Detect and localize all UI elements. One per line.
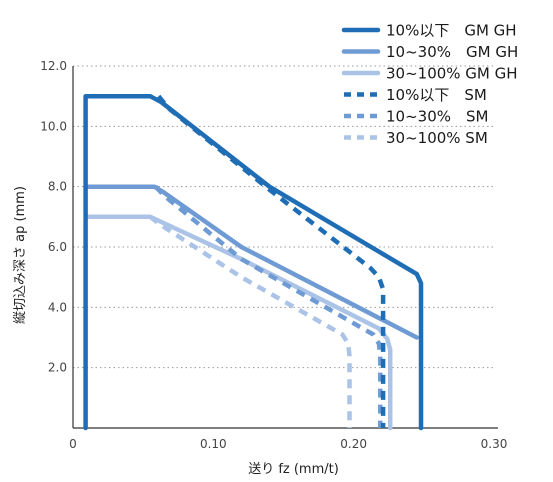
- legend-label: 10%以下 SM: [386, 86, 487, 104]
- y-axis-title: 縦切込み深さ ap (mm): [13, 186, 28, 324]
- legend-label: 10~30% GM GH: [386, 43, 518, 61]
- series-line: [154, 185, 383, 428]
- x-tick-labels: 0 0.10 0.20 0.30: [69, 437, 507, 451]
- y-tick-label: 2.0: [48, 361, 67, 375]
- axes: [72, 66, 498, 429]
- legend-label: 10~30% SM: [386, 108, 488, 126]
- y-tick-label: 4.0: [48, 300, 67, 314]
- series-line: [156, 94, 386, 428]
- series-line: [83, 184, 420, 340]
- y-tick-label: 10.0: [40, 119, 67, 133]
- series-line: [83, 93, 424, 431]
- series-lines: [83, 93, 424, 431]
- y-tick-label: 6.0: [48, 240, 67, 254]
- legend-label: 10%以下 GM GH: [386, 22, 517, 40]
- x-tick-label: 0.30: [481, 437, 508, 451]
- y-tick-labels: 2.0 4.0 6.0 8.0 10.0 12.0: [40, 59, 67, 375]
- legend-label: 30~100% GM GH: [386, 65, 518, 83]
- x-axis-title: 送り fz (mm/t): [248, 462, 339, 477]
- y-tick-label: 12.0: [40, 59, 67, 73]
- x-tick-label: 0.10: [200, 437, 227, 451]
- legend: 10%以下 GM GH 10~30% GM GH 30~100% GM GH 10%以…: [341, 22, 518, 147]
- x-tick-label: 0: [69, 437, 77, 451]
- x-tick-label: 0.20: [340, 437, 367, 451]
- legend-label: 30~100% SM: [386, 129, 488, 147]
- y-tick-label: 8.0: [48, 180, 67, 194]
- series-line: [148, 215, 352, 428]
